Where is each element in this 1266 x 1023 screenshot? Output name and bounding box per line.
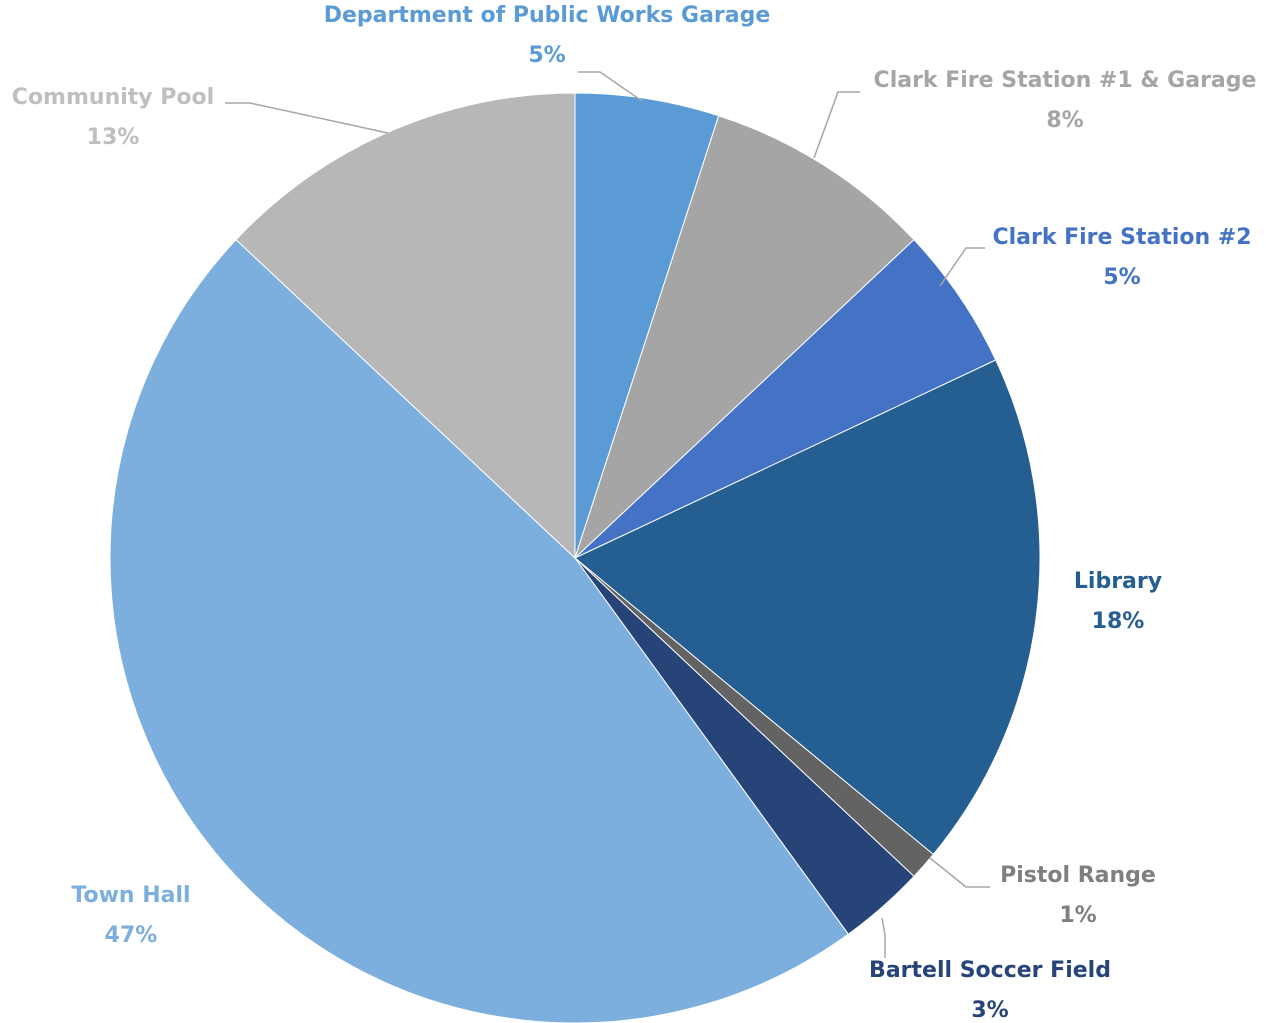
slice-value-label: 1% xyxy=(1059,903,1096,928)
slice-label: Library xyxy=(1074,569,1162,594)
leader-line xyxy=(813,91,860,159)
slices xyxy=(109,92,1041,1023)
pie-slice xyxy=(574,238,997,559)
leader-line xyxy=(881,917,886,958)
slice-label: Bartell Soccer Field xyxy=(869,958,1111,983)
slice-label: Community Pool xyxy=(12,85,214,110)
leader-lines xyxy=(225,71,990,958)
slice-label: Department of Public Works Garage xyxy=(324,3,771,28)
pie-slice xyxy=(235,92,576,560)
slice-value-label: 8% xyxy=(1046,108,1083,133)
slice-value-label: 18% xyxy=(1092,609,1145,634)
pie-slice xyxy=(574,115,915,559)
leader-line xyxy=(939,247,985,287)
leader-line xyxy=(929,857,990,888)
slice-value-label: 5% xyxy=(1103,265,1140,290)
leader-line xyxy=(225,102,389,134)
pie-slice xyxy=(574,92,720,559)
slice-value-label: 5% xyxy=(528,43,565,68)
pie-slice xyxy=(574,359,1041,856)
pie-slice xyxy=(109,238,850,1023)
slice-label: Town Hall xyxy=(71,883,190,908)
slice-label: Clark Fire Station #1 & Garage xyxy=(874,68,1257,93)
slice-value-label: 13% xyxy=(87,125,140,150)
slice-value-label: 3% xyxy=(971,998,1008,1023)
slice-label: Clark Fire Station #2 xyxy=(992,225,1251,250)
leader-line xyxy=(578,71,643,102)
slice-value-label: 47% xyxy=(105,923,158,948)
slice-label: Pistol Range xyxy=(1000,863,1156,888)
